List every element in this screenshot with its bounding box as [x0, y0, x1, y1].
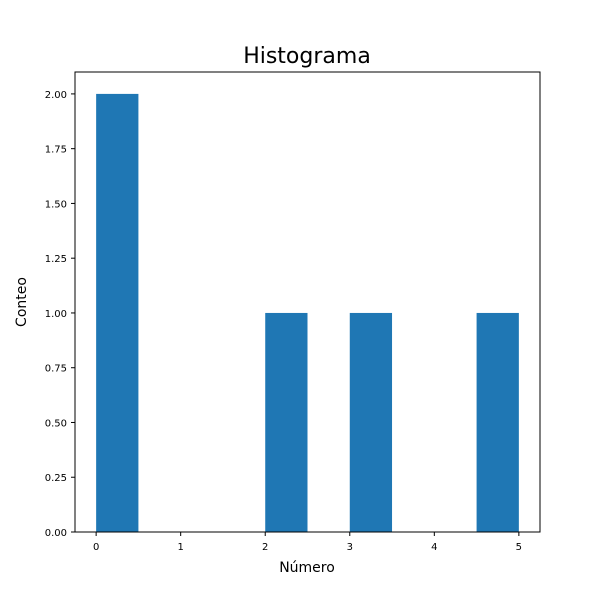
y-tick-label-5: 1.25 — [45, 254, 67, 265]
x-tick-label-5: 5 — [516, 542, 522, 553]
y-tick-label-7: 1.75 — [45, 145, 67, 156]
x-tick-label-3: 3 — [347, 542, 353, 553]
y-axis-ticks: 0.00 0.25 0.50 0.75 1.00 1.25 1.50 1.75 2.00 — [45, 90, 75, 539]
bars-group — [96, 93, 519, 533]
x-axis-label: Número — [279, 560, 335, 576]
x-tick-label-4: 4 — [431, 542, 437, 553]
y-tick-label-1: 0.25 — [45, 473, 67, 484]
histogram-bar-4 — [265, 312, 308, 532]
chart-title: Histograma — [243, 44, 371, 69]
y-tick-label-0: 0.00 — [45, 528, 67, 539]
y-tick-label-6: 1.50 — [45, 199, 67, 210]
y-tick-label-8: 2.00 — [45, 90, 67, 101]
histogram-bar-0 — [96, 93, 139, 533]
y-tick-label-2: 0.50 — [45, 418, 67, 429]
y-tick-label-4: 1.00 — [45, 309, 67, 320]
x-axis-ticks: 0 1 2 3 4 5 — [93, 532, 522, 553]
y-tick-label-3: 0.75 — [45, 364, 67, 375]
x-tick-label-1: 1 — [177, 542, 183, 553]
y-axis-label: Conteo — [14, 277, 30, 327]
histogram-bar-6 — [349, 312, 393, 532]
x-tick-label-0: 0 — [93, 542, 99, 553]
histogram-bar-9 — [476, 312, 519, 532]
plot-frame — [74, 71, 541, 533]
x-tick-label-2: 2 — [262, 542, 268, 553]
